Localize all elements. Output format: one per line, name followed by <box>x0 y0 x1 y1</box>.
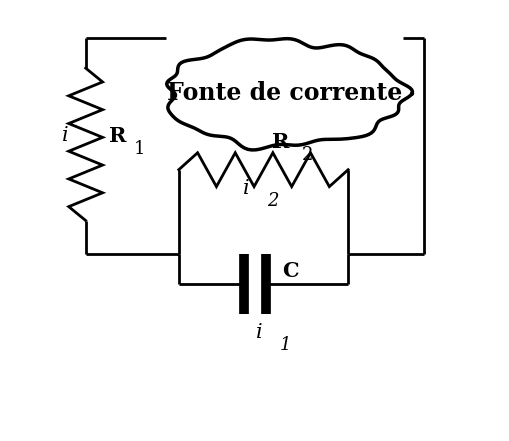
Text: Fonte de corrente: Fonte de corrente <box>166 82 402 105</box>
Text: R: R <box>271 132 289 152</box>
Text: 1: 1 <box>279 336 291 355</box>
Text: 2: 2 <box>266 192 278 210</box>
Text: i: i <box>62 126 69 146</box>
Text: C: C <box>282 262 299 281</box>
Text: i: i <box>256 323 262 342</box>
Text: i: i <box>243 179 249 198</box>
Text: 1: 1 <box>133 139 145 157</box>
Text: 2: 2 <box>301 146 313 164</box>
Polygon shape <box>166 39 412 150</box>
Text: R: R <box>109 126 126 146</box>
